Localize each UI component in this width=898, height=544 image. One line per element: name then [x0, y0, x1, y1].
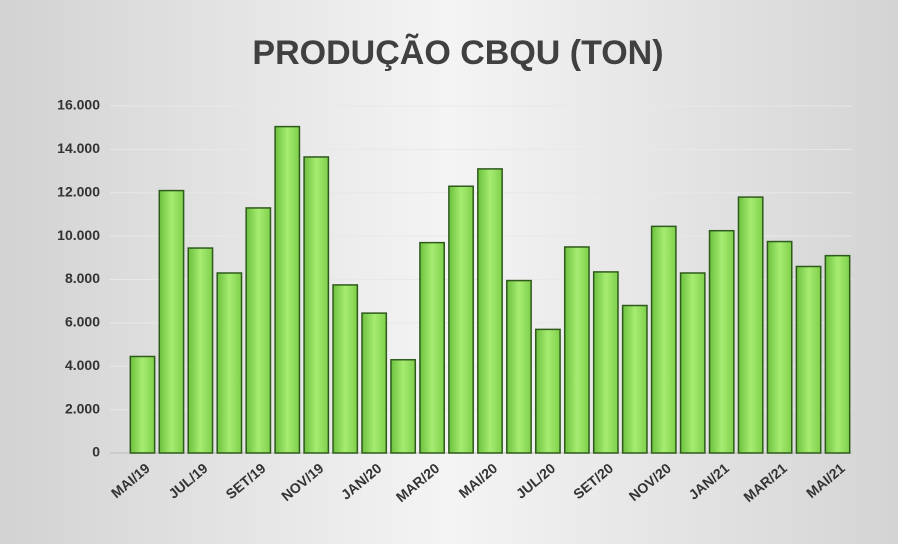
bar [187, 247, 214, 454]
bar [506, 279, 532, 454]
bar [563, 246, 590, 454]
y-tick-label: 0 [92, 444, 100, 460]
bar [448, 185, 474, 454]
y-tick-label: 2.000 [65, 400, 100, 416]
bar [361, 312, 388, 454]
bar [795, 265, 822, 454]
bar [824, 254, 851, 454]
y-tick-label: 8.000 [65, 270, 100, 286]
y-tick-label: 12.000 [57, 183, 100, 199]
bar [737, 196, 764, 454]
bar [274, 125, 301, 454]
y-tick-label: 6.000 [65, 314, 100, 330]
y-tick-label: 14.000 [57, 140, 100, 156]
y-tick-label: 10.000 [57, 227, 100, 243]
y-tick-label: 16.000 [57, 97, 100, 113]
y-tick-label: 4.000 [65, 357, 100, 373]
bar [303, 156, 330, 454]
bar [216, 272, 243, 454]
bar [650, 225, 677, 454]
bar [708, 229, 735, 454]
bar [592, 271, 619, 454]
bar [158, 189, 185, 454]
bar [535, 328, 561, 454]
bar [766, 240, 793, 454]
bar [419, 241, 445, 454]
bar [332, 284, 359, 454]
bar [477, 168, 503, 454]
bar [129, 355, 156, 454]
bar [390, 358, 417, 454]
bar [621, 304, 648, 454]
bar [679, 272, 706, 454]
chart-title: PRODUÇÃO CBQU (TON) [252, 34, 663, 72]
bar [245, 207, 272, 454]
